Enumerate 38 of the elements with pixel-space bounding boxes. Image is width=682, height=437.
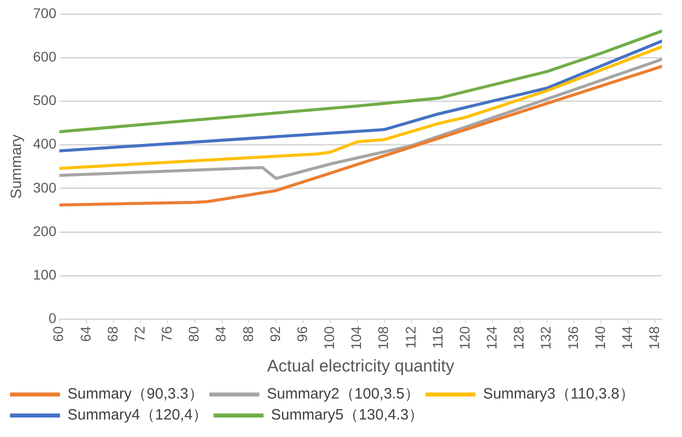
legend-label: Summary（90,3.3）: [68, 386, 204, 403]
y-tick-label: 400: [33, 136, 57, 152]
x-tick-label: 104: [348, 326, 364, 350]
x-tick-label: 68: [104, 326, 120, 342]
x-tick-label: 60: [50, 326, 66, 342]
x-tick-label: 88: [240, 326, 256, 342]
x-tick-label: 64: [77, 326, 94, 342]
x-tick-label: 72: [131, 326, 148, 342]
x-tick-label: 108: [375, 326, 392, 350]
x-tick-label: 140: [592, 326, 608, 350]
x-tick-label: 92: [266, 326, 283, 342]
legend-label: Summary3（110,3.8）: [482, 386, 634, 403]
x-tick-label: 100: [321, 326, 338, 350]
x-tick-label: 120: [456, 326, 472, 350]
y-tick-label: 600: [33, 48, 57, 64]
x-tick-label: 144: [619, 326, 636, 350]
x-tick-label: 76: [158, 326, 175, 342]
legend-label: Summary4（120,4）: [68, 406, 208, 424]
y-tick-label: 0: [48, 310, 57, 326]
y-tick-label: 500: [33, 92, 57, 108]
y-axis-title: Summary: [8, 134, 26, 199]
legend-label: Summary2（100,3.5）: [266, 386, 420, 403]
y-tick-label: 100: [33, 266, 57, 282]
y-tick-label: 300: [33, 179, 57, 196]
x-tick-label: 112: [402, 326, 418, 349]
x-tick-label: 136: [564, 326, 581, 350]
x-tick-label: 80: [186, 326, 202, 342]
x-tick-label: 132: [538, 326, 554, 350]
x-tick-label: 96: [294, 326, 310, 342]
x-tick-label: 116: [429, 326, 446, 349]
x-tick-label: 124: [484, 326, 500, 350]
x-tick-label: 148: [646, 326, 662, 350]
y-tick-label: 700: [33, 4, 57, 21]
x-tick-label: 84: [212, 326, 229, 342]
y-tick-label: 200: [33, 222, 57, 239]
x-axis-title: Actual electricity quantity: [267, 356, 455, 376]
x-tick-label: 128: [510, 326, 527, 350]
legend-label: Summary5（130,4.3）: [271, 406, 424, 424]
